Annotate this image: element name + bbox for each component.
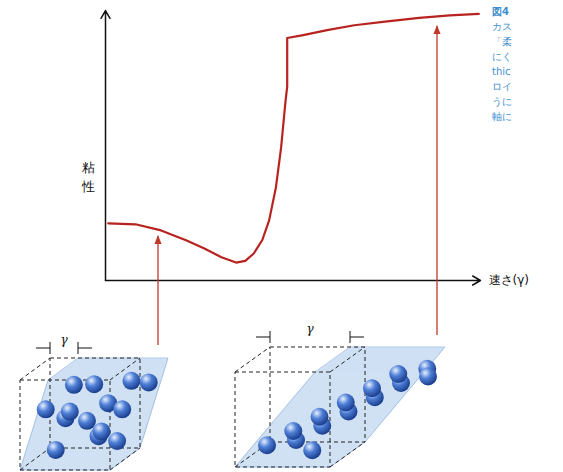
svg-text:速さ(γ): 速さ(γ): [489, 273, 529, 287]
svg-text:粘性: 粘性: [81, 160, 95, 195]
html-text:図4: 図4: [492, 6, 509, 17]
html-text:にく: にく: [492, 51, 512, 62]
html-text:カス: カス: [492, 21, 512, 32]
html-text:thic: thic: [492, 66, 511, 77]
html-text:うに: うに: [492, 96, 512, 107]
html-text:「柔: 「柔: [492, 36, 512, 47]
html-text:軸に: 軸に: [492, 111, 512, 122]
svg-text:γ: γ: [306, 322, 314, 336]
svg-text:γ: γ: [60, 333, 68, 347]
html-text:ロイ: ロイ: [492, 81, 512, 92]
